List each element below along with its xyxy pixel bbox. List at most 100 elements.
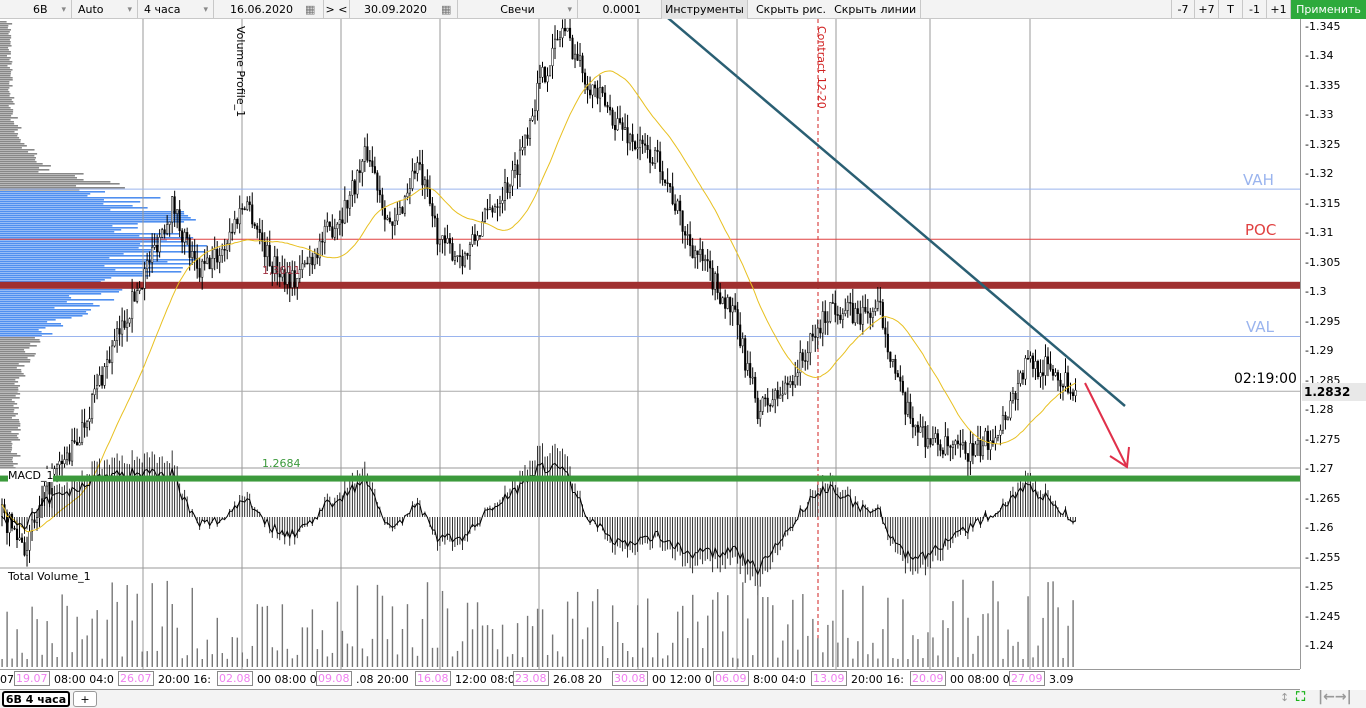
volume-profile-bar [0, 111, 14, 113]
volume-bar [171, 604, 173, 667]
scroll-arrows-icon[interactable]: |←→| [1318, 689, 1352, 705]
candle-body [641, 139, 644, 145]
apply-button[interactable]: Применить [1291, 0, 1366, 19]
tools-button[interactable]: Инструменты [662, 0, 748, 19]
t-button[interactable]: T [1219, 0, 1243, 19]
candle-body [881, 302, 884, 329]
volume-profile-bar [0, 133, 19, 135]
plus7-button[interactable]: +7 [1195, 0, 1219, 19]
candle-body [98, 374, 101, 386]
volume-profile-bar [0, 221, 185, 223]
volume-profile-bar [0, 259, 197, 261]
date-to-field[interactable]: 30.09.2020 ▦ [350, 0, 458, 19]
volume-profile-bar [0, 43, 11, 45]
volume-bar [932, 637, 934, 667]
scale-select[interactable]: Auto [72, 0, 138, 19]
volume-bar [406, 604, 409, 667]
date-from-field[interactable]: 16.06.2020 ▦ [214, 0, 324, 19]
minus1-button[interactable]: -1 [1243, 0, 1267, 19]
add-tab-button[interactable]: + [73, 691, 97, 707]
hide-lines-button[interactable]: Скрыть линии [830, 0, 922, 19]
candle-body [426, 179, 429, 189]
volume-profile-bar [0, 431, 12, 433]
volume-profile-bar [0, 453, 18, 455]
candle-body [719, 292, 722, 304]
volume-profile-bar [0, 25, 9, 27]
candle-body [56, 464, 59, 469]
volume-profile-bar [0, 211, 185, 213]
volume-profile-bar [0, 249, 153, 251]
timeframe-select[interactable]: 4 часа [138, 0, 214, 19]
candle-body [904, 392, 907, 415]
calendar-icon[interactable]: ▦ [304, 3, 316, 16]
candle-body [856, 308, 859, 314]
price-chart[interactable] [0, 19, 1366, 690]
volume-bar [161, 626, 163, 667]
symbol-select[interactable]: 6B [0, 0, 72, 19]
candle-body [511, 169, 514, 187]
volume-profile-bar [0, 245, 207, 247]
volume-profile-bar [0, 123, 15, 125]
calendar-icon[interactable]: ▦ [440, 3, 452, 16]
volume-bar [847, 637, 849, 667]
step-stepper[interactable]: 0.0001 [578, 0, 662, 19]
volume-bar [351, 646, 354, 667]
price-tick-label: -1.345 [1305, 20, 1341, 33]
tab-6b-4h[interactable]: 6B 4 часа [2, 691, 70, 707]
volume-bar [1037, 645, 1039, 667]
candle-body [266, 245, 269, 258]
candle-body [756, 397, 759, 420]
candle-body [353, 180, 356, 195]
candle-body [298, 269, 301, 279]
candle-body [576, 53, 579, 61]
volume-profile-bar [0, 377, 20, 379]
candle-body [886, 333, 889, 353]
volume-profile-bar [0, 397, 20, 399]
date-label: 26.07 [118, 671, 154, 686]
candle-body [463, 253, 466, 267]
volume-bar [606, 658, 609, 667]
volume-bar [86, 635, 88, 667]
volume-profile-bar [0, 313, 88, 315]
fit-screen-icon[interactable]: ⛶ [1296, 690, 1306, 705]
candle-body [939, 444, 942, 451]
volume-profile-bar [0, 317, 72, 319]
date-label: 06.09 [713, 671, 749, 686]
volume-bar [707, 615, 709, 667]
candle-body [1034, 361, 1037, 369]
candle-body [231, 231, 234, 234]
volume-bar [101, 658, 103, 667]
candle-body [659, 151, 662, 172]
volume-bar [236, 637, 239, 667]
time-axis[interactable]: 07 19.07 08:00 04:0 26.07 20:00 16: 02.08 00 0… [0, 669, 1300, 690]
candle-body [281, 269, 284, 278]
candle-body [1046, 356, 1050, 365]
volume-profile-bar [0, 385, 21, 387]
range-toggle-button[interactable]: > < [324, 0, 350, 19]
volume-bar [822, 652, 824, 667]
volume-bar [807, 635, 809, 667]
candle-body [786, 382, 789, 386]
candle-body [583, 72, 587, 85]
minus7-button[interactable]: -7 [1171, 0, 1195, 19]
volume-bar [677, 611, 679, 667]
hide-drawings-button[interactable]: Скрыть рис. [756, 3, 827, 16]
candle-body [381, 194, 384, 209]
candle-body [166, 224, 169, 234]
candle-body [481, 221, 484, 237]
candle-body [253, 223, 256, 227]
candle-body [318, 240, 321, 259]
candle-body [128, 318, 131, 324]
candle-body [148, 260, 151, 263]
candle-body [296, 278, 299, 288]
volume-bar [797, 649, 799, 667]
candle-body [491, 207, 494, 213]
plus1-button[interactable]: +1 [1267, 0, 1291, 19]
price-axis[interactable]: -1.345 -1.34 -1.335 -1.33 -1.325 -1.32 -1.315 -… [1300, 19, 1366, 669]
volume-profile-bar [0, 247, 139, 249]
volume-profile-bar [0, 379, 16, 381]
candle-body [423, 179, 426, 186]
vertical-resize-icon[interactable]: ↕ [1280, 691, 1290, 704]
chart-type-select[interactable]: Свечи [458, 0, 578, 19]
volume-bar [657, 632, 659, 667]
